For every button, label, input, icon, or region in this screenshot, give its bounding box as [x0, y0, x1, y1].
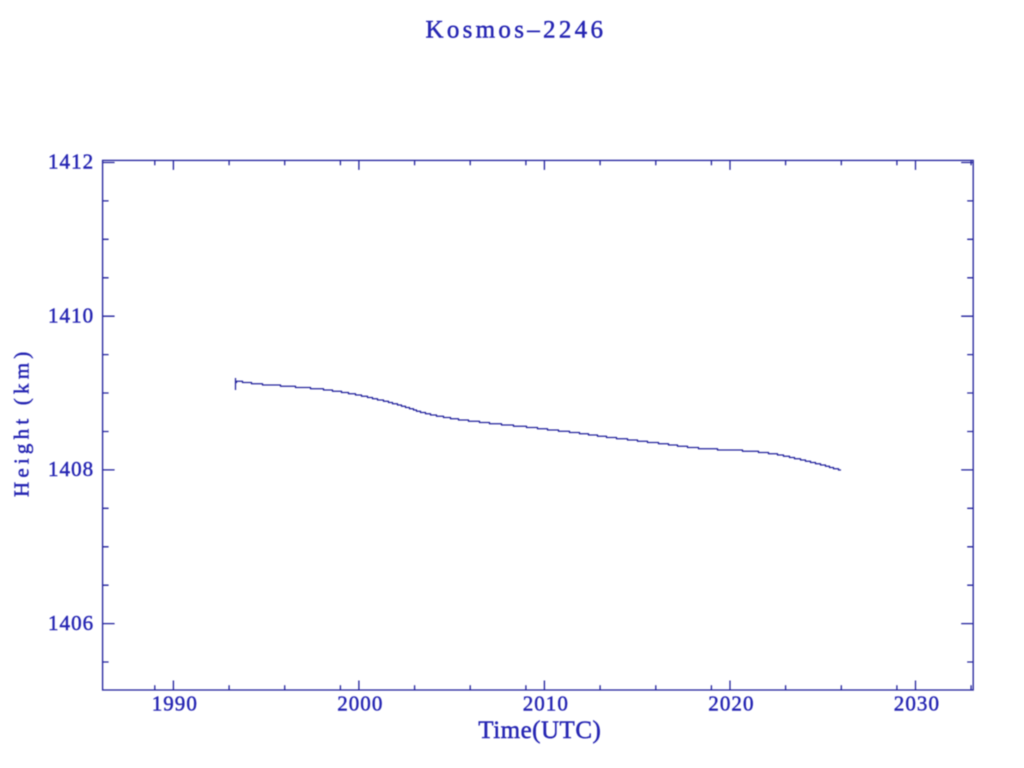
svg-text:1412: 1412	[48, 150, 94, 174]
svg-text:2020: 2020	[708, 691, 754, 715]
svg-text:1410: 1410	[48, 303, 94, 327]
svg-text:2010: 2010	[523, 691, 569, 715]
svg-text:Kosmos–2246: Kosmos–2246	[426, 17, 607, 44]
svg-text:Time(UTC): Time(UTC)	[478, 717, 601, 744]
svg-text:Height (km): Height (km)	[10, 348, 34, 497]
svg-text:1408: 1408	[48, 457, 94, 481]
svg-text:2000: 2000	[337, 691, 383, 715]
svg-text:2030: 2030	[894, 691, 940, 715]
svg-text:1990: 1990	[152, 691, 198, 715]
svg-text:1406: 1406	[48, 611, 94, 635]
